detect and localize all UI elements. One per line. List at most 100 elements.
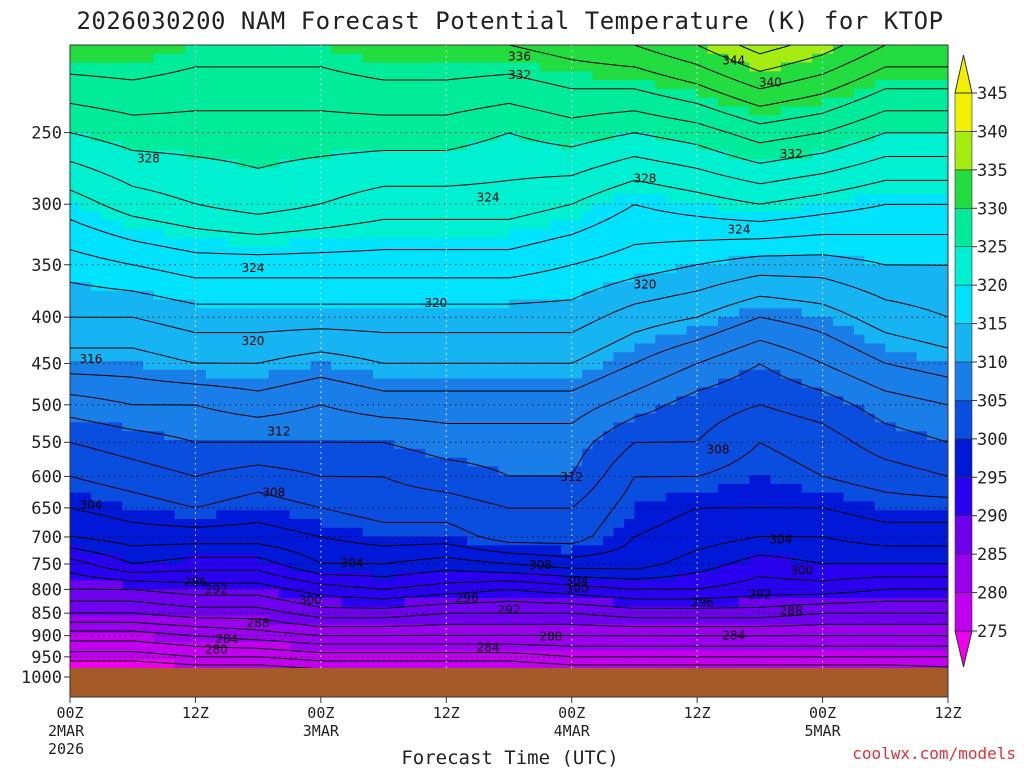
colorbar-tick-label: 335 xyxy=(977,161,1008,181)
x-tick-label: 12Z xyxy=(433,704,460,722)
contour-line-306 xyxy=(70,442,948,545)
contour-label: 340 xyxy=(759,75,782,89)
grid-layer xyxy=(70,45,948,677)
plot-area: 336 332 344 340 328 328 332 324 324 324 320 320 320 3… xyxy=(70,45,948,697)
contour-label: 284 xyxy=(722,629,745,643)
x-tick-label: 00Z xyxy=(56,704,83,722)
colorbar-tick-label: 310 xyxy=(977,353,1008,373)
x-tick-label: 00Z xyxy=(307,704,334,722)
y-tick-label: 1000 xyxy=(21,668,62,688)
y-tick-label: 850 xyxy=(31,604,62,624)
colorbar-tick-label: 300 xyxy=(977,430,1008,450)
x-tick-label: 00Z xyxy=(558,704,585,722)
chart-title: 2026030200 NAM Forecast Potential Temper… xyxy=(76,7,943,35)
y-tick-label: 300 xyxy=(31,195,62,215)
contour-label: 316 xyxy=(79,352,102,366)
y-tick-label: 500 xyxy=(31,396,62,416)
contour-label: 292 xyxy=(205,582,228,596)
contour-label: 328 xyxy=(633,172,656,186)
x-tick-label: 12Z xyxy=(182,704,209,722)
contour-label: 304 xyxy=(79,498,102,512)
contour-line-324 xyxy=(70,203,948,256)
contour-label-layer: 336 332 344 340 328 328 332 324 324 324 320 320 320 3… xyxy=(79,50,813,657)
colorbar-swatch xyxy=(954,246,973,286)
contour-line-290 xyxy=(70,612,948,628)
contour-line-322 xyxy=(70,234,948,279)
contour-label: 324 xyxy=(728,223,751,237)
contour-label: 308 xyxy=(529,558,552,572)
contour-line-334 xyxy=(70,66,948,125)
contour-label: 292 xyxy=(748,587,771,601)
contour-line-292 xyxy=(70,600,948,619)
x-tick-label: 00Z xyxy=(809,704,836,722)
colorbar-swatch xyxy=(954,323,973,363)
contour-label: 332 xyxy=(780,147,803,161)
contour-line-296 xyxy=(70,572,948,600)
contour-label: 296 xyxy=(456,591,479,605)
contour-label: 320 xyxy=(424,296,447,310)
colorbar-swatch xyxy=(954,515,973,555)
contour-line-294 xyxy=(70,588,948,609)
colorbar-swatch xyxy=(954,131,973,171)
y-axis: 250 300 350 400 450 500 550 600 650 700 750 800 850 9… xyxy=(21,124,70,688)
y-tick-label: 900 xyxy=(31,627,62,647)
colorbar-tick-label: 320 xyxy=(977,276,1008,296)
colorbar-tick-label: 290 xyxy=(977,507,1008,527)
plot-frame xyxy=(69,44,949,698)
colorbar-tick-label: 305 xyxy=(977,391,1008,411)
colorbar-tick-label: 285 xyxy=(977,545,1008,565)
colorbar-swatch xyxy=(954,361,973,401)
contour-label: 328 xyxy=(137,152,160,166)
contour-label: 308 xyxy=(262,485,285,499)
y-tick-label: 350 xyxy=(31,256,62,276)
x-year-label: 2026 xyxy=(48,740,84,758)
colorbar-tick-label: 280 xyxy=(977,584,1008,604)
contour-line-308 xyxy=(70,404,948,509)
credit-text: coolwx.com/models xyxy=(852,744,1016,763)
colorbar-tick-label: 325 xyxy=(977,238,1008,258)
contour-label: 280 xyxy=(205,642,228,656)
contour-label: 332 xyxy=(508,68,531,82)
contour-line-342 xyxy=(738,45,792,55)
contour-line-318 xyxy=(70,274,948,334)
y-tick-label: 400 xyxy=(31,308,62,328)
colorbar-swatch xyxy=(954,169,973,209)
contour-line-310 xyxy=(70,363,948,477)
contour-label: 300 xyxy=(790,563,813,577)
colorbar-swatch xyxy=(954,400,973,440)
contour-line-314 xyxy=(70,316,948,392)
contour-label: 312 xyxy=(268,424,291,438)
colorbar-tick-label: 340 xyxy=(977,122,1008,142)
colorbar: 275 280 285 290 295 300 305 310 315 320 325 330 335 3… xyxy=(954,54,1008,668)
contour-line-300 xyxy=(70,547,948,580)
x-axis-label: Forecast Time (UTC) xyxy=(401,747,618,768)
colorbar-tick-label: 275 xyxy=(977,622,1008,642)
x-date-label: 4MAR xyxy=(554,722,591,740)
colorbar-swatch xyxy=(954,592,973,632)
contour-label: 308 xyxy=(707,442,730,456)
colorbar-swatch xyxy=(954,438,973,478)
x-tick-label: 12Z xyxy=(684,704,711,722)
x-date-label: 3MAR xyxy=(303,722,340,740)
contour-label: 296 xyxy=(184,575,207,589)
theta-fill-layer xyxy=(70,45,948,678)
contour-label: 336 xyxy=(508,50,531,64)
contour-line-328 xyxy=(70,156,948,215)
contour-label: 288 xyxy=(539,630,562,644)
contour-line-332 xyxy=(70,102,948,144)
contour-line-320 xyxy=(70,254,948,305)
contour-label: 324 xyxy=(241,261,264,275)
contour-line-338 xyxy=(634,45,948,90)
colorbar-swatch xyxy=(954,476,973,517)
contour-line-282 xyxy=(70,651,948,668)
contour-label: 284 xyxy=(477,641,500,655)
colorbar-swatch xyxy=(954,207,973,248)
contour-label: 304 xyxy=(565,574,588,588)
contour-label: 288 xyxy=(247,616,270,630)
colorbar-tick-label: 315 xyxy=(977,315,1008,335)
contour-label: 320 xyxy=(633,277,656,291)
x-date-label: 5MAR xyxy=(805,722,842,740)
contour-line-330 xyxy=(70,132,948,169)
